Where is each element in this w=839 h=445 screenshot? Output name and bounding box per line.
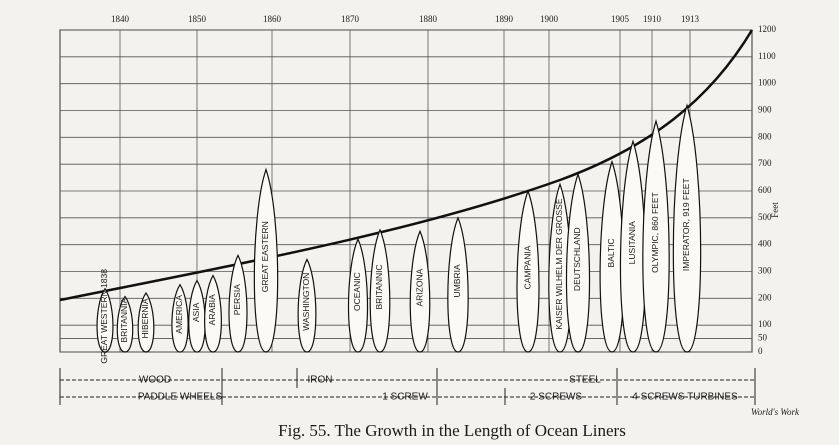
year-label: 1913: [681, 14, 700, 24]
y-tick-label: 900: [758, 105, 772, 115]
ship-name: DEUTSCHLAND: [572, 227, 582, 291]
y-tick-label: 800: [758, 131, 772, 141]
year-label: 1890: [495, 14, 514, 24]
ship-name: BRITANNIC: [374, 264, 384, 309]
ship-name: BRITANNIA: [119, 298, 129, 343]
y-tick-label: 300: [758, 266, 772, 276]
y-tick-label: 0: [758, 346, 763, 356]
ship-name: CAMPANIA: [522, 245, 532, 289]
ship-name: OLYMPIC, 860 FEET: [650, 192, 660, 273]
y-axis-label: Feet: [770, 202, 780, 218]
year-label: 1880: [419, 14, 438, 24]
ship-name: PERSIA: [232, 284, 242, 316]
ship-name: KAISER WILHELM DER GROSSE: [554, 198, 564, 330]
year-label: 1850: [188, 14, 207, 24]
year-label: 1910: [643, 14, 662, 24]
year-label: 1900: [540, 14, 559, 24]
propulsion-label: 1 SCREW: [382, 392, 428, 403]
y-tick-label: 1000: [758, 78, 777, 88]
ship-name: BALTIC: [606, 238, 616, 267]
year-label: 1870: [341, 14, 360, 24]
chart-title: Fig. 55. The Growth in the Length of Oce…: [278, 421, 626, 440]
y-tick-label: 100: [758, 319, 772, 329]
ship-name: GREAT WESTERN 1838: [99, 269, 109, 364]
y-tick-label: 400: [758, 239, 772, 249]
ship-name: ARABIA: [207, 294, 217, 326]
ship-name: IMPERATOR, 919 FEET: [681, 178, 691, 271]
propulsion-label: PADDLE WHEELS: [138, 392, 223, 403]
ship-name: LUSITANIA: [627, 221, 637, 265]
year-label: 1905: [611, 14, 630, 24]
chart: 0501002003004005006007008009001000110012…: [0, 0, 839, 445]
y-tick-label: 1200: [758, 24, 777, 34]
ship-name: AMERICA: [174, 295, 184, 334]
ship-name: WASHINGTON: [301, 273, 311, 331]
ship-name: UMBRIA: [452, 264, 462, 297]
y-tick-label: 200: [758, 292, 772, 302]
hull-label: IRON: [308, 375, 333, 386]
ship-name: GREAT EASTERN: [260, 221, 270, 292]
ship-name: OCEANIC: [352, 272, 362, 311]
propulsion-label: 4 SCREWS TURBINES: [632, 392, 738, 403]
y-tick-label: 1100: [758, 51, 776, 61]
hull-label: WOOD: [139, 375, 171, 386]
ship-name: ASIA: [191, 302, 201, 322]
y-tick-label: 50: [758, 333, 768, 343]
ship-name: ARIZONA: [414, 268, 424, 306]
source: World's Work: [751, 407, 800, 417]
ship-name: HIBERNIA: [140, 298, 150, 338]
year-label: 1840: [111, 14, 130, 24]
propulsion-label: 2 SCREWS: [530, 392, 583, 403]
y-tick-label: 600: [758, 185, 772, 195]
year-label: 1860: [263, 14, 282, 24]
y-tick-label: 700: [758, 158, 772, 168]
hull-label: STEEL: [569, 375, 601, 386]
